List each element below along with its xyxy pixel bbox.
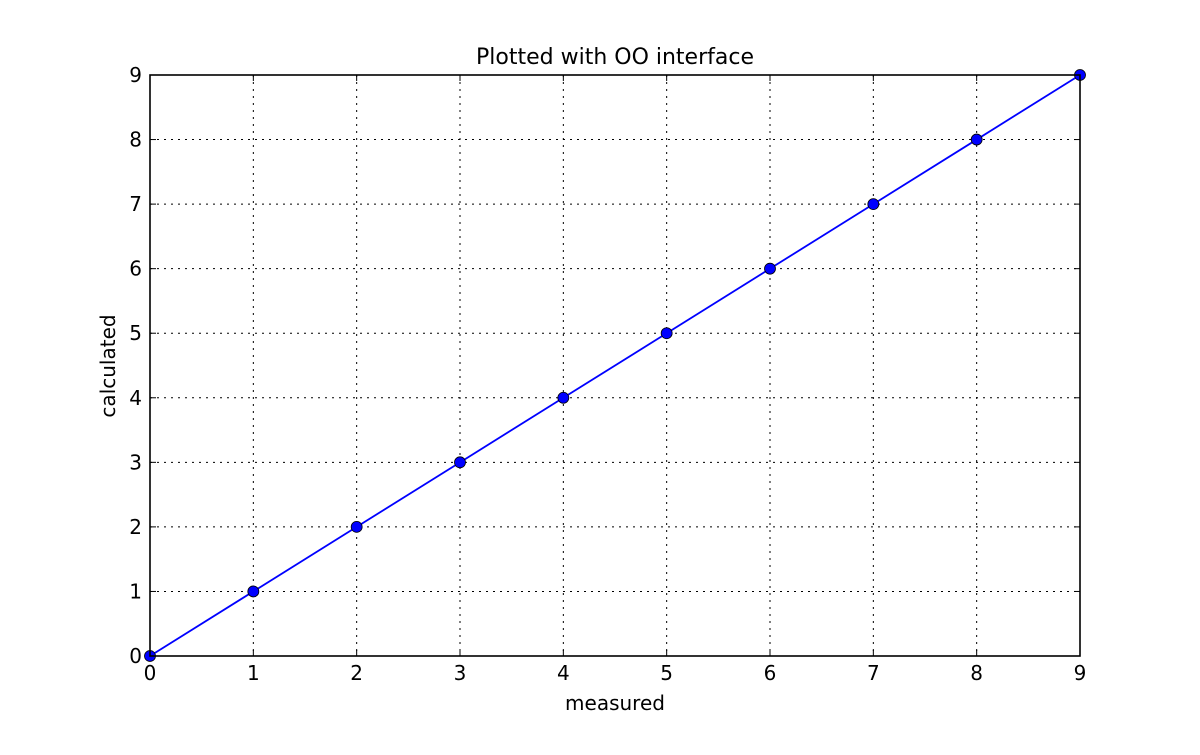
x-tick-label: 3 bbox=[454, 661, 467, 685]
y-tick-label: 4 bbox=[129, 386, 142, 410]
y-tick-label: 8 bbox=[129, 128, 142, 152]
y-tick-label: 2 bbox=[129, 515, 142, 539]
y-tick-label: 0 bbox=[129, 644, 142, 668]
x-tick-label: 9 bbox=[1074, 661, 1087, 685]
data-point bbox=[557, 391, 570, 404]
x-tick-label: 4 bbox=[557, 661, 570, 685]
series-layer bbox=[144, 69, 1086, 662]
chart-title: Plotted with OO interface bbox=[476, 45, 754, 70]
series-line bbox=[149, 74, 1081, 657]
y-tick-label: 6 bbox=[129, 257, 142, 281]
y-tick-label: 7 bbox=[129, 192, 142, 216]
grid-lines bbox=[150, 75, 1080, 656]
x-tick-label: 8 bbox=[970, 661, 983, 685]
y-axis-label: calculated bbox=[96, 314, 120, 417]
x-tick-label: 5 bbox=[660, 661, 673, 685]
data-point bbox=[764, 262, 776, 275]
y-tick-label: 1 bbox=[129, 579, 142, 603]
x-tick-label: 6 bbox=[764, 661, 777, 685]
data-point bbox=[350, 520, 363, 533]
data-point bbox=[247, 585, 260, 598]
y-tick-label: 3 bbox=[129, 450, 142, 474]
data-point bbox=[970, 133, 983, 146]
x-tick-label: 2 bbox=[350, 661, 363, 685]
y-tick-label: 5 bbox=[129, 321, 142, 345]
x-tick-label: 7 bbox=[867, 661, 880, 685]
data-point bbox=[660, 327, 673, 340]
ticks: 0 1 2 3 4 5 6 7 8 9 0 1 2 3 4 5 6 7 8 9 bbox=[129, 63, 1086, 685]
x-axis-label: measured bbox=[565, 691, 665, 715]
x-tick-label: 1 bbox=[247, 661, 260, 685]
data-point bbox=[454, 456, 466, 469]
data-point bbox=[867, 198, 880, 211]
plot-frame bbox=[149, 74, 1081, 657]
x-tick-label: 0 bbox=[144, 661, 157, 685]
y-tick-label: 9 bbox=[129, 63, 142, 87]
